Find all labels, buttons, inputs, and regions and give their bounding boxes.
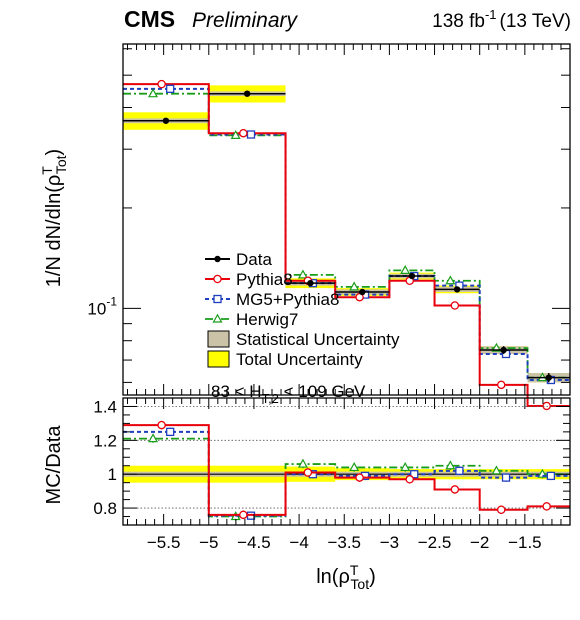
main-y-tick-exp: -1 (106, 294, 117, 308)
main-y-axis-label: 1/N dN/dln(ρTTot) (39, 149, 69, 287)
axes-layer: −5.5 −5 −4.5 −4 −3.5 −3 −2.5 −2 −1.5 10-1 0.8 1 1.2 1… (87, 43, 571, 552)
ratio-point-herwig7-bin-4 (400, 461, 411, 472)
ratio-plot-frame (122, 397, 571, 526)
x-tick-label-7: −2 (470, 533, 489, 552)
main-point-data-bin-1 (243, 90, 251, 97)
ratio-point-herwig7-bin-0 (148, 433, 159, 443)
main-point-pythia8-bin-1 (239, 128, 248, 138)
ratio-point-mg5-pythia8-bin-7 (546, 471, 556, 481)
legend-label-pythia8: Pythia8 (236, 270, 293, 289)
legend-label-data: Data (236, 250, 272, 269)
ratio-point-pythia8-bin-5 (450, 485, 460, 494)
main-point-herwig7-bin-0 (148, 88, 159, 98)
legend: Data Pythia8 MG5+Pythia8 Herwig7 Statist… (205, 250, 400, 369)
legend-label-mg5: MG5+Pythia8 (236, 290, 339, 309)
ratio-point-herwig7-bin-5 (445, 460, 456, 470)
main-point-data-bin-5 (453, 286, 461, 293)
main-point-mg5-pythia8-bin-0 (166, 84, 175, 93)
ratio-y-tick-label-2: 1.2 (93, 431, 117, 450)
x-tick-label-5: −3 (380, 533, 399, 552)
x-axis-label: ln(ρT Tot) (316, 562, 376, 592)
x-tick-label-2: −4.5 (237, 533, 271, 552)
status-label: Preliminary (192, 9, 299, 32)
ratio-point-pythia8-bin-1 (239, 510, 248, 520)
ratio-point-herwig7-bin-6 (491, 465, 502, 475)
experiment-label: CMS (124, 6, 175, 32)
ratio-point-mg5-pythia8-bin-0 (166, 427, 175, 437)
ratio-y-axis-label: MC/Data (43, 425, 65, 505)
ratio-point-pythia8-bin-7 (542, 502, 551, 511)
ratio-series-layer (123, 420, 570, 521)
main-point-data-bin-4 (408, 272, 416, 280)
main-y-tick-label: 10-1 (87, 294, 117, 318)
ratio-point-pythia8-bin-6 (496, 505, 506, 515)
legend-marker-pythia8 (213, 274, 222, 284)
ratio-point-herwig7-bin-3 (349, 461, 360, 472)
main-point-herwig7-bin-5 (445, 275, 456, 285)
ratio-line-herwig7 (123, 437, 570, 518)
legend-marker-mg5-pythia8 (213, 294, 222, 304)
ratio-point-pythia8-bin-0 (157, 420, 166, 430)
selection-annotation: 83 < HT,2 < 109 GeV (211, 382, 366, 406)
x-tick-label-0: −5.5 (147, 533, 181, 552)
legend-marker-herwig7 (212, 313, 223, 323)
main-plot-frame (122, 43, 571, 396)
ratio-point-pythia8-bin-4 (405, 475, 414, 484)
legend-swatch-total (207, 350, 230, 368)
main-point-mg5-pythia8-bin-1 (246, 130, 256, 139)
main-point-pythia8-bin-7 (542, 401, 551, 411)
ratio-point-mg5-pythia8-bin-5 (455, 466, 464, 475)
ratio-y-tick-label-3: 1.4 (93, 397, 117, 416)
main-point-herwig7-bin-1 (230, 129, 241, 139)
main-point-data-bin-3 (359, 288, 366, 296)
main-point-pythia8-bin-0 (157, 79, 166, 89)
main-y-tick-base: 10 (87, 299, 106, 318)
luminosity-label: 138 fb-1 (13 TeV) (432, 7, 571, 32)
main-series-layer (123, 79, 570, 411)
x-tick-label-8: −1.5 (508, 533, 542, 552)
legend-swatch-stat (207, 330, 230, 348)
ratio-y-tick-label-1: 1 (108, 465, 117, 484)
main-point-data-bin-6 (500, 346, 507, 354)
main-point-pythia8-bin-5 (450, 301, 460, 310)
main-point-data-bin-2 (307, 279, 314, 287)
ratio-point-mg5-pythia8-bin-6 (501, 473, 511, 482)
ratio-point-pythia8-bin-2 (303, 468, 313, 477)
ratio-point-pythia8-bin-3 (355, 473, 364, 482)
ratio-uncertainty-bands (123, 406, 570, 509)
legend-label-herwig7: Herwig7 (236, 310, 298, 329)
ratio-y-tick-label-0: 0.8 (93, 499, 117, 518)
main-point-pythia8-bin-6 (496, 380, 506, 390)
main-point-herwig7-bin-3 (349, 281, 360, 291)
main-point-data-bin-0 (162, 117, 170, 124)
legend-marker-data (214, 255, 221, 263)
legend-label-stat: Statistical Uncertainty (236, 330, 400, 349)
legend-label-total: Total Uncertainty (236, 350, 363, 369)
x-tick-label-3: −4 (289, 533, 308, 552)
x-tick-label-1: −5 (199, 533, 218, 552)
x-tick-label-4: −3.5 (327, 533, 361, 552)
ratio-point-herwig7-bin-2 (297, 458, 308, 468)
ratio-point-mg5-pythia8-bin-4 (410, 470, 419, 479)
main-point-herwig7-bin-2 (297, 269, 308, 279)
main-point-data-bin-7 (545, 374, 552, 381)
x-tick-label-6: −2.5 (418, 533, 452, 552)
main-point-herwig7-bin-4 (400, 264, 411, 274)
